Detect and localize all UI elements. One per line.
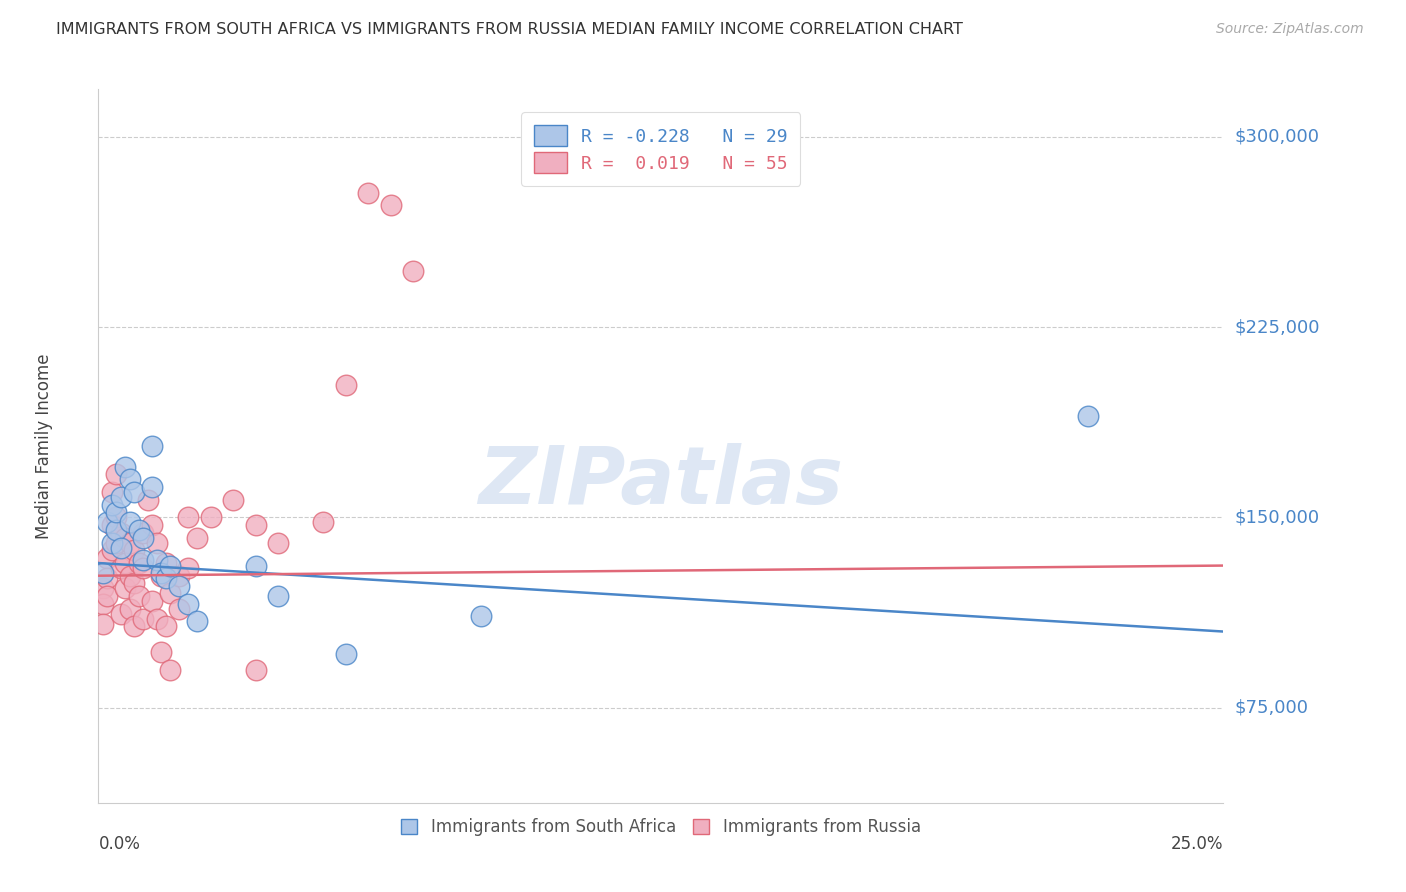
Point <box>200 510 222 524</box>
Point <box>177 561 200 575</box>
Text: 25.0%: 25.0% <box>1171 835 1223 853</box>
Point <box>91 566 114 581</box>
Point <box>357 186 380 200</box>
Point <box>402 264 425 278</box>
Point <box>177 597 200 611</box>
Point <box>1077 409 1099 423</box>
Point <box>118 568 141 582</box>
Point <box>470 609 492 624</box>
Point <box>141 594 163 608</box>
Point <box>146 612 169 626</box>
Text: $300,000: $300,000 <box>1234 128 1319 145</box>
Point <box>96 551 118 566</box>
Point <box>141 518 163 533</box>
Point <box>150 645 173 659</box>
Point <box>110 525 132 540</box>
Point <box>186 615 208 629</box>
Point <box>159 586 181 600</box>
Point <box>245 558 267 573</box>
Point <box>124 576 146 591</box>
Point <box>96 589 118 603</box>
Point <box>91 597 114 611</box>
Point <box>105 535 128 549</box>
Point <box>105 523 128 537</box>
Point <box>146 535 169 549</box>
Point <box>132 612 155 626</box>
Point <box>114 459 136 474</box>
Point <box>128 589 150 603</box>
Point <box>105 505 128 519</box>
Point <box>91 616 114 631</box>
Point <box>114 531 136 545</box>
Point <box>159 663 181 677</box>
Point <box>169 601 191 615</box>
Point <box>141 439 163 453</box>
Point <box>169 568 191 582</box>
Text: 0.0%: 0.0% <box>98 835 141 853</box>
Point <box>132 553 155 567</box>
Point <box>124 619 146 633</box>
Point <box>335 648 357 662</box>
Point <box>124 543 146 558</box>
Point <box>312 516 335 530</box>
Point <box>150 566 173 581</box>
Point <box>150 568 173 582</box>
Point <box>118 472 141 486</box>
Point <box>124 485 146 500</box>
Point <box>380 198 402 212</box>
Point <box>146 553 169 567</box>
Point <box>91 582 114 596</box>
Legend: Immigrants from South Africa, Immigrants from Russia: Immigrants from South Africa, Immigrants… <box>392 810 929 845</box>
Point <box>186 531 208 545</box>
Point <box>245 518 267 533</box>
Point <box>118 516 141 530</box>
Point <box>222 492 245 507</box>
Point <box>110 541 132 555</box>
Point <box>114 582 136 596</box>
Point <box>245 663 267 677</box>
Point <box>132 561 155 575</box>
Point <box>118 601 141 615</box>
Text: Source: ZipAtlas.com: Source: ZipAtlas.com <box>1216 22 1364 37</box>
Point <box>169 579 191 593</box>
Text: $225,000: $225,000 <box>1234 318 1320 336</box>
Point <box>118 535 141 549</box>
Point <box>267 535 290 549</box>
Point <box>141 480 163 494</box>
Point <box>132 531 155 545</box>
Point <box>101 485 124 500</box>
Point <box>159 558 181 573</box>
Point <box>105 510 128 524</box>
Point <box>155 619 177 633</box>
Point <box>267 589 290 603</box>
Point <box>101 518 124 533</box>
Text: ZIPatlas: ZIPatlas <box>478 442 844 521</box>
Point <box>110 561 132 575</box>
Point <box>110 607 132 621</box>
Text: $150,000: $150,000 <box>1234 508 1319 526</box>
Point <box>114 556 136 570</box>
Text: Median Family Income: Median Family Income <box>35 353 53 539</box>
Point <box>128 523 150 537</box>
Point <box>155 556 177 570</box>
Point <box>110 490 132 504</box>
Point <box>96 516 118 530</box>
Point <box>335 378 357 392</box>
Point <box>177 510 200 524</box>
Text: $75,000: $75,000 <box>1234 698 1309 716</box>
Point <box>105 467 128 482</box>
Point <box>101 498 124 512</box>
Point <box>101 535 124 549</box>
Point <box>136 492 159 507</box>
Point <box>96 571 118 585</box>
Point <box>101 543 124 558</box>
Point <box>128 556 150 570</box>
Text: IMMIGRANTS FROM SOUTH AFRICA VS IMMIGRANTS FROM RUSSIA MEDIAN FAMILY INCOME CORR: IMMIGRANTS FROM SOUTH AFRICA VS IMMIGRAN… <box>56 22 963 37</box>
Point <box>155 571 177 585</box>
Point <box>132 525 155 540</box>
